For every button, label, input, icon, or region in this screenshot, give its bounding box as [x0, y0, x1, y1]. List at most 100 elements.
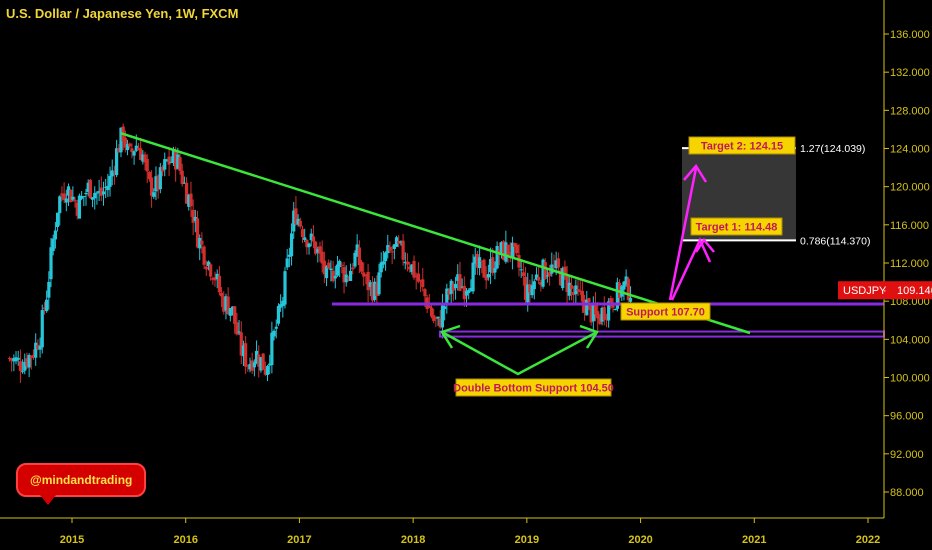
candle-body: [80, 196, 84, 199]
candle-body: [626, 278, 630, 301]
candle-body: [106, 185, 110, 191]
candle-body: [537, 276, 541, 281]
candle-body: [408, 266, 412, 270]
candle-body: [543, 262, 547, 279]
candle-body: [10, 358, 14, 361]
y-tick-label: 116.000: [890, 220, 929, 232]
candle-body: [305, 239, 309, 248]
candle-body: [333, 275, 337, 279]
candle-body: [213, 277, 217, 281]
candle-body: [296, 218, 300, 225]
candle-body: [259, 357, 263, 371]
candle-body: [414, 275, 418, 278]
candle-body: [66, 186, 71, 196]
candle-body: [423, 289, 427, 297]
candle-body: [456, 274, 460, 281]
candle-body: [292, 210, 296, 232]
candle-body: [392, 244, 396, 249]
candle-body: [274, 326, 278, 329]
candle-body: [174, 151, 178, 170]
candle-body: [320, 251, 324, 264]
double-bottom-arrows: [441, 330, 598, 376]
candle-body: [502, 241, 506, 260]
candle-body: [488, 259, 493, 273]
candle-body: [209, 264, 213, 277]
candle-body: [519, 269, 523, 271]
candle-body: [460, 286, 464, 288]
candle-body: [403, 261, 407, 264]
candle-body: [585, 299, 589, 316]
candle-body: [99, 187, 103, 196]
candle-body: [349, 270, 353, 281]
candle-body: [88, 179, 92, 199]
candle-body: [532, 281, 536, 290]
y-tick-label: 92.000: [890, 449, 924, 461]
candle-body: [438, 318, 442, 328]
candle-body: [176, 154, 180, 169]
candle-body: [471, 262, 475, 292]
candle-body: [202, 246, 206, 265]
candle-body: [381, 261, 386, 265]
candle-body: [567, 282, 571, 296]
candle-body: [418, 280, 423, 282]
candle-body: [12, 358, 16, 362]
candle-body: [276, 306, 281, 324]
target2-arrow: [668, 167, 698, 301]
candle-body: [152, 192, 156, 197]
candle-body: [244, 343, 248, 367]
candle-body: [195, 218, 200, 248]
y-tick-label: 112.000: [890, 258, 929, 270]
candle-body: [558, 270, 563, 286]
candle-body: [591, 303, 595, 322]
arrowhead-right: [579, 324, 599, 349]
candle-body: [182, 182, 187, 184]
candle-body: [622, 281, 626, 290]
candles-layer: [7, 123, 633, 384]
candle-body: [303, 237, 307, 240]
candle-body: [101, 191, 106, 195]
candle-body: [90, 197, 95, 200]
candle-body: [338, 261, 342, 268]
candle-body: [71, 196, 75, 200]
candle-body: [399, 241, 403, 243]
candle-body: [526, 284, 530, 303]
candle-body: [261, 353, 265, 370]
candle-body: [169, 161, 173, 163]
candle-body: [314, 241, 318, 254]
candle-body: [342, 267, 346, 283]
candle-body: [517, 255, 521, 268]
candle-body: [545, 275, 550, 277]
x-tick-label: 2022: [856, 534, 880, 546]
candle-body: [73, 200, 77, 202]
candle-body: [554, 260, 558, 269]
candle-body: [281, 300, 285, 307]
candle-body: [307, 243, 311, 248]
candle-body: [139, 148, 143, 160]
candle-body: [224, 296, 228, 311]
candle-body: [530, 285, 534, 296]
candle-body: [478, 257, 482, 269]
target1-label-bg: [690, 217, 783, 236]
candle-body: [309, 233, 313, 241]
candle-body: [34, 342, 38, 358]
candle-body: [569, 285, 574, 289]
candle-body: [233, 306, 237, 324]
candle-body: [443, 306, 447, 309]
candle-body: [329, 268, 333, 271]
candle-body: [95, 192, 99, 194]
candle-body: [134, 145, 138, 151]
candle-body: [486, 274, 490, 278]
candle-body: [322, 260, 326, 275]
candle-body: [335, 264, 340, 276]
candle-body: [108, 175, 112, 187]
candle-body: [112, 171, 117, 173]
candle-body: [467, 290, 471, 294]
candle-body: [359, 261, 364, 272]
x-tick-label: 2015: [60, 534, 84, 546]
candle-body: [150, 177, 154, 196]
candle-body: [440, 305, 445, 328]
candle-body: [351, 267, 355, 270]
candle-body: [495, 245, 499, 269]
candle-body: [77, 195, 82, 219]
